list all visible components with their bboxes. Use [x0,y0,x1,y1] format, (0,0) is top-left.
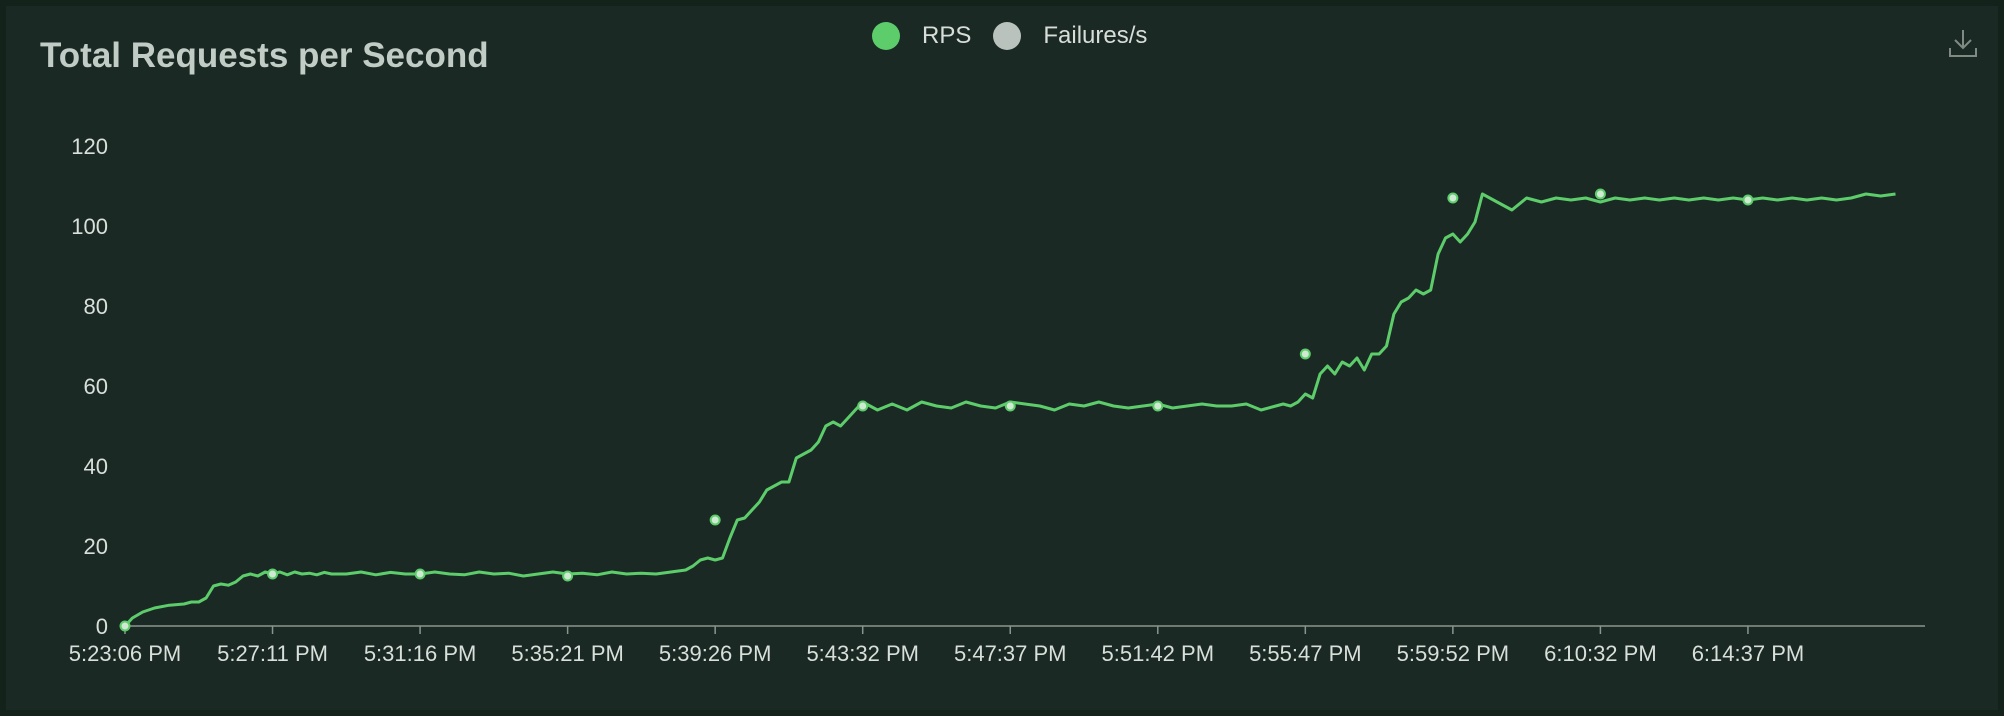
legend-item-rps[interactable]: RPS [872,22,971,50]
y-tick-label: 0 [96,614,108,639]
download-icon[interactable] [1946,26,1980,60]
x-tick-label: 5:31:16 PM [364,641,477,666]
x-tick-label: 5:55:47 PM [1249,641,1362,666]
rps-data-point [1447,192,1459,204]
rps-data-point [267,568,279,580]
legend-rps-label: RPS [922,22,972,49]
y-tick-label: 120 [71,134,108,159]
x-tick-label: 5:35:21 PM [511,641,624,666]
rps-data-point [709,514,721,526]
y-tick-label: 80 [84,294,108,319]
rps-data-point [1299,348,1311,360]
x-tick-label: 5:59:52 PM [1397,641,1510,666]
y-tick-label: 60 [84,374,108,399]
x-tick-label: 6:14:37 PM [1692,641,1805,666]
legend-item-failures[interactable]: Failures/s [993,22,1147,50]
x-tick-label: 5:47:37 PM [954,641,1067,666]
rps-series-line [123,192,1896,628]
chart-legend: RPS Failures/s [872,20,1169,52]
rps-data-point [1152,400,1164,412]
x-tick-label: 5:23:06 PM [69,641,182,666]
x-tick-label: 5:27:11 PM [217,641,328,666]
y-tick-label: 20 [84,534,108,559]
rps-data-point [119,620,131,632]
rps-data-point [562,570,574,582]
legend-failures-dot [993,22,1022,50]
chart-title: Total Requests per Second [40,36,489,75]
legend-failures-label: Failures/s [1043,22,1148,49]
x-tick-label: 5:43:32 PM [806,641,919,666]
download-icon-graphic [1949,30,1977,57]
rps-data-point [1742,194,1754,206]
rps-data-point [857,400,869,412]
rps-data-point [1594,188,1606,200]
rps-data-point [1004,400,1016,412]
x-tick-label: 5:39:26 PM [659,641,772,666]
legend-rps-dot [872,22,900,50]
y-tick-label: 40 [84,454,108,479]
rps-data-point [414,568,426,580]
x-tick-label: 5:51:42 PM [1102,641,1215,666]
x-tick-label: 6:10:32 PM [1544,641,1657,666]
y-tick-label: 100 [71,214,108,239]
